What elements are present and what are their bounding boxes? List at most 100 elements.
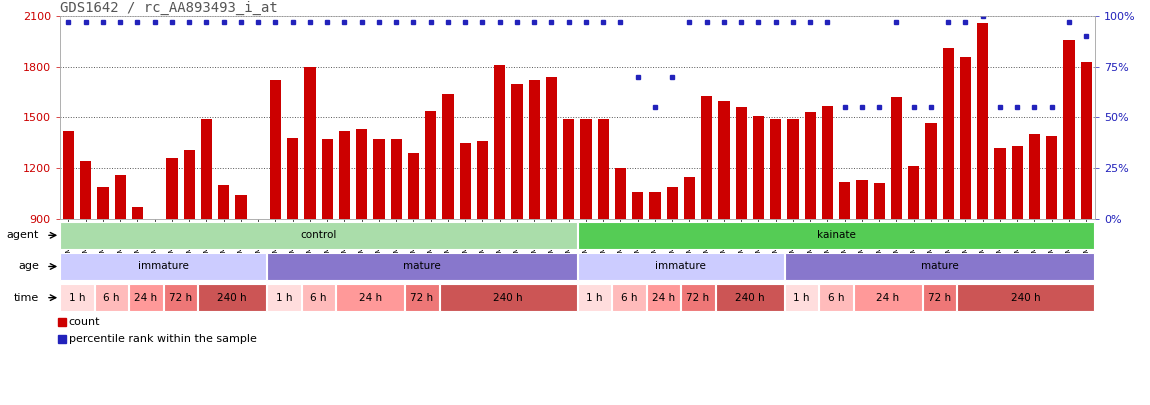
Bar [408, 153, 419, 219]
Text: mature: mature [921, 262, 958, 271]
Bar [1012, 146, 1022, 219]
Bar [785, 253, 1094, 280]
Text: kainate: kainate [816, 230, 856, 240]
Bar [958, 284, 1094, 311]
Text: GDS1642 / rc_AA893493_i_at: GDS1642 / rc_AA893493_i_at [60, 1, 277, 15]
Bar [322, 139, 332, 219]
Text: 240 h: 240 h [217, 293, 247, 303]
Bar [926, 122, 936, 219]
Bar [682, 284, 714, 311]
Bar [598, 119, 608, 219]
Text: 240 h: 240 h [493, 293, 523, 303]
Text: 72 h: 72 h [411, 293, 434, 303]
Bar [268, 253, 576, 280]
Bar [822, 106, 833, 219]
Bar [98, 187, 108, 219]
Bar [908, 166, 919, 219]
Bar [923, 284, 956, 311]
Text: count: count [69, 318, 100, 327]
Bar [960, 57, 971, 219]
Bar [460, 143, 470, 219]
Bar [805, 112, 815, 219]
Text: 1 h: 1 h [276, 293, 292, 303]
Bar [647, 284, 680, 311]
Text: 240 h: 240 h [735, 293, 765, 303]
Bar [736, 107, 746, 219]
Text: mature: mature [404, 262, 440, 271]
Text: time: time [14, 293, 39, 303]
Bar [716, 284, 783, 311]
Bar [150, 219, 160, 224]
Bar [443, 94, 453, 219]
Text: percentile rank within the sample: percentile rank within the sample [69, 334, 256, 343]
Bar [564, 119, 574, 219]
Bar [236, 195, 246, 219]
Text: 6 h: 6 h [310, 293, 327, 303]
Bar [995, 148, 1005, 219]
Bar [391, 139, 401, 219]
Bar [719, 100, 729, 219]
Bar [785, 284, 818, 311]
Bar [95, 284, 128, 311]
Bar [302, 284, 335, 311]
Bar [788, 119, 798, 219]
Bar [218, 185, 229, 219]
Text: control: control [300, 230, 337, 240]
Bar [477, 141, 488, 219]
Bar [874, 183, 884, 219]
Text: 24 h: 24 h [359, 293, 382, 303]
Bar [615, 168, 626, 219]
Bar [854, 284, 921, 311]
Text: 24 h: 24 h [876, 293, 899, 303]
Bar [164, 284, 197, 311]
Bar [978, 23, 988, 219]
Text: 24 h: 24 h [652, 293, 675, 303]
Text: 6 h: 6 h [621, 293, 637, 303]
Text: age: age [18, 262, 39, 271]
Bar [1081, 62, 1091, 219]
Bar [440, 284, 576, 311]
Bar [130, 284, 162, 311]
Bar [63, 131, 74, 219]
Bar [270, 80, 281, 219]
Bar [581, 119, 591, 219]
Text: 24 h: 24 h [135, 293, 158, 303]
Bar [268, 284, 300, 311]
Text: immature: immature [138, 262, 189, 271]
Bar [840, 181, 850, 219]
Text: 6 h: 6 h [828, 293, 844, 303]
Text: agent: agent [7, 230, 39, 240]
Bar [337, 284, 404, 311]
Bar [167, 158, 177, 219]
Bar [374, 139, 384, 219]
Bar [1029, 134, 1040, 219]
Bar [406, 284, 438, 311]
Bar [857, 180, 867, 219]
Bar [943, 48, 953, 219]
Bar [115, 175, 125, 219]
Bar [61, 253, 266, 280]
Text: 6 h: 6 h [104, 293, 120, 303]
Text: 72 h: 72 h [928, 293, 951, 303]
Bar [650, 192, 660, 219]
Bar [339, 131, 350, 219]
Bar [529, 80, 539, 219]
Bar [770, 119, 781, 219]
Bar [184, 149, 194, 219]
Bar [578, 222, 1094, 249]
Bar [61, 284, 93, 311]
Bar [578, 253, 783, 280]
Text: 72 h: 72 h [169, 293, 192, 303]
Bar [578, 284, 611, 311]
Bar [201, 119, 212, 219]
Bar [891, 97, 902, 219]
Text: 1 h: 1 h [793, 293, 810, 303]
Bar [253, 219, 263, 224]
Bar [1046, 136, 1057, 219]
Bar [1064, 40, 1074, 219]
Bar [512, 84, 522, 219]
Text: 1 h: 1 h [69, 293, 85, 303]
Bar [61, 222, 576, 249]
Text: 1 h: 1 h [586, 293, 603, 303]
Bar [632, 192, 643, 219]
